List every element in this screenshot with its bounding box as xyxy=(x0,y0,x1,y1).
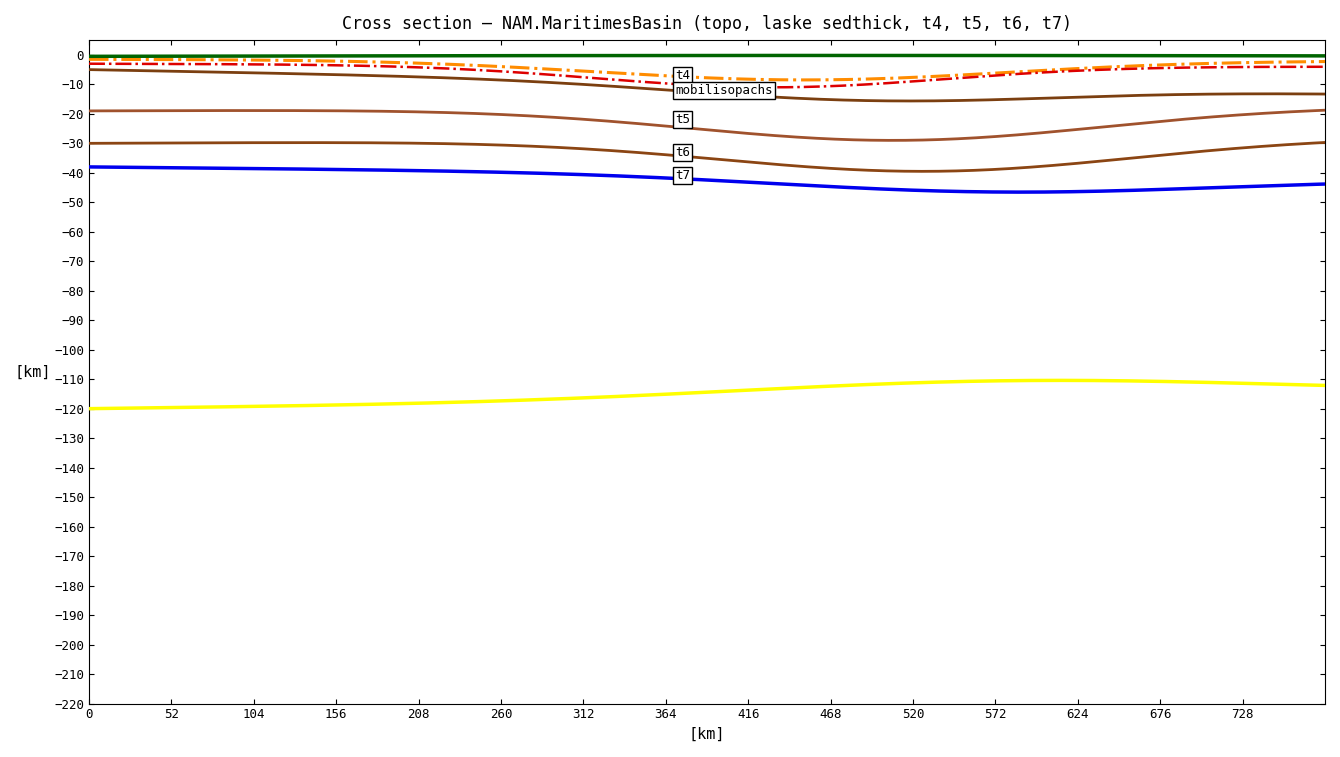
Text: t6: t6 xyxy=(675,145,690,159)
Text: t4: t4 xyxy=(675,69,690,82)
X-axis label: [km]: [km] xyxy=(689,727,725,742)
Text: t7: t7 xyxy=(675,170,690,182)
Text: t5: t5 xyxy=(675,114,690,126)
Y-axis label: [km]: [km] xyxy=(15,364,51,379)
Text: mobilisopachs: mobilisopachs xyxy=(675,84,773,97)
Title: Cross section – NAM.MaritimesBasin (topo, laske sedthick, t4, t5, t6, t7): Cross section – NAM.MaritimesBasin (topo… xyxy=(342,15,1072,33)
